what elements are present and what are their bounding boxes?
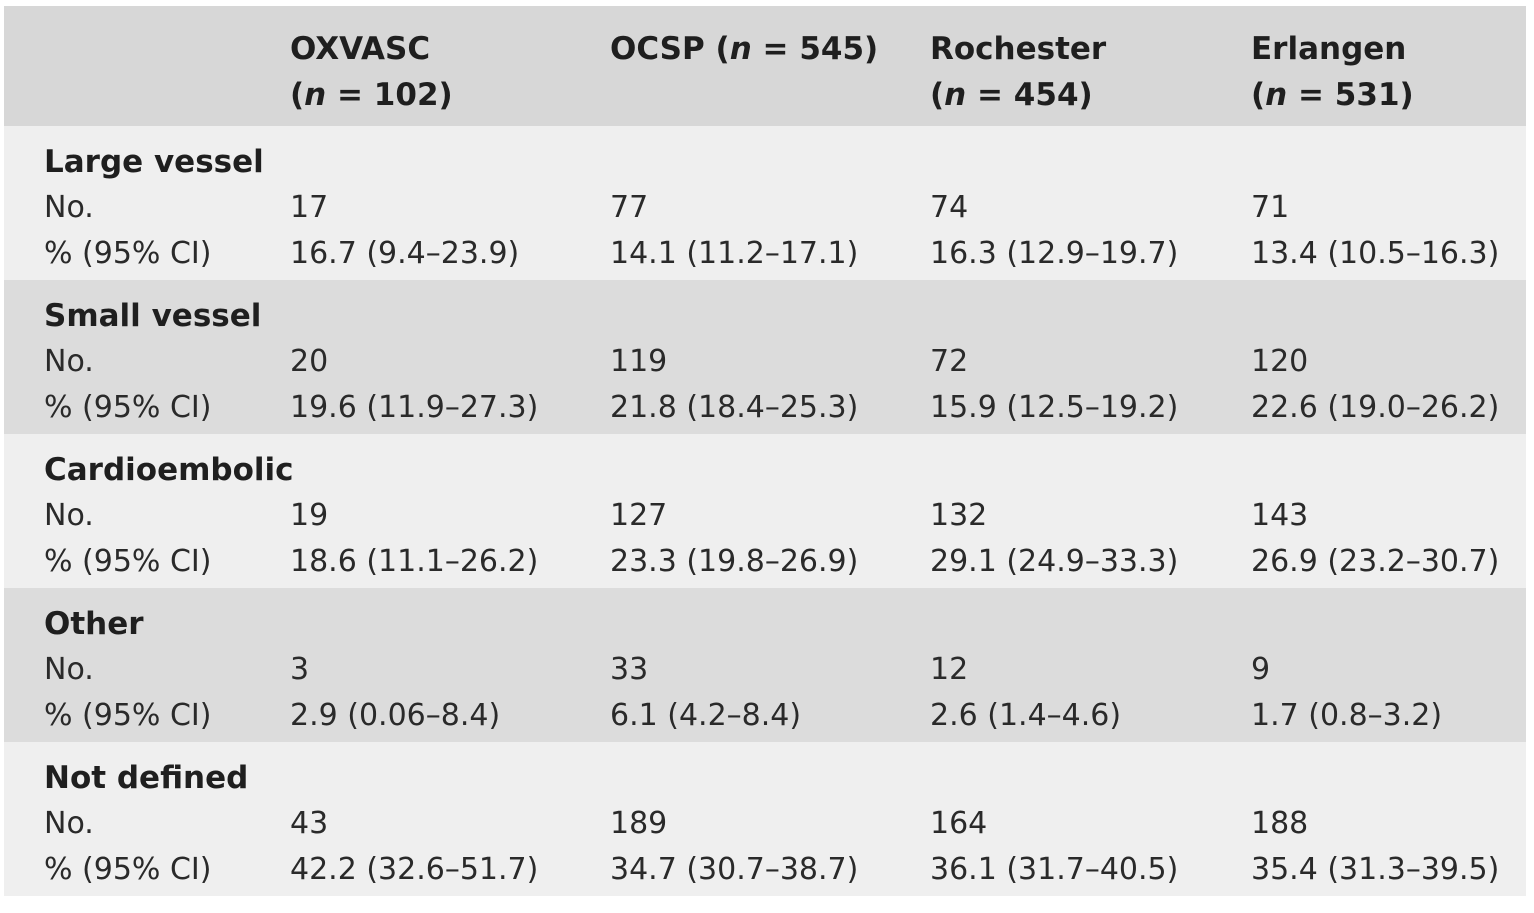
column-header-erlangen: Erlangen (n = 531) (1251, 26, 1414, 118)
row-label-percent: % (95% CI) (44, 236, 212, 271)
group-other: Other No. % (95% CI) 3 33 12 9 2.9 (0.06… (4, 588, 1526, 742)
percent-cell: 21.8 (18.4–25.3) (610, 390, 859, 425)
column-n-symbol: n (729, 31, 752, 67)
row-label-count: No. (44, 498, 94, 533)
row-label-count: No. (44, 806, 94, 841)
column-n-symbol: n (944, 77, 967, 113)
count-cell: 132 (930, 498, 988, 533)
group-title: Large vessel (44, 144, 264, 180)
column-n-value: = 454) (966, 77, 1093, 113)
percent-cell: 29.1 (24.9–33.3) (930, 544, 1179, 579)
row-label-count: No. (44, 344, 94, 379)
column-name: Erlangen (1251, 31, 1407, 67)
count-cell: 119 (610, 344, 668, 379)
percent-cell: 1.7 (0.8–3.2) (1251, 698, 1443, 733)
group-small-vessel: Small vessel No. % (95% CI) 20 119 72 12… (4, 280, 1526, 434)
group-title: Small vessel (44, 298, 262, 334)
count-cell: 71 (1251, 190, 1290, 225)
count-cell: 12 (930, 652, 969, 687)
row-label-percent: % (95% CI) (44, 544, 212, 579)
group-title: Other (44, 606, 144, 642)
column-n-value: = 545) (751, 31, 879, 67)
count-cell: 127 (610, 498, 668, 533)
column-n-symbol: n (304, 77, 327, 113)
column-name: Rochester (930, 31, 1107, 67)
column-header-oxvasc: OXVASC (n = 102) (290, 26, 453, 118)
count-cell: 74 (930, 190, 969, 225)
group-title: Not defined (44, 760, 249, 796)
group-title: Cardioembolic (44, 452, 294, 488)
row-label-count: No. (44, 652, 94, 687)
column-header-rochester: Rochester (n = 454) (930, 26, 1106, 118)
count-cell: 189 (610, 806, 668, 841)
column-n-open: ( (930, 77, 945, 113)
count-cell: 72 (930, 344, 969, 379)
percent-cell: 42.2 (32.6–51.7) (290, 852, 539, 887)
count-cell: 164 (930, 806, 988, 841)
percent-cell: 15.9 (12.5–19.2) (930, 390, 1179, 425)
count-cell: 43 (290, 806, 329, 841)
percent-cell: 23.3 (19.8–26.9) (610, 544, 859, 579)
percent-cell: 16.3 (12.9–19.7) (930, 236, 1179, 271)
row-label-percent: % (95% CI) (44, 390, 212, 425)
column-n-symbol: n (1265, 77, 1288, 113)
count-cell: 9 (1251, 652, 1271, 687)
column-n-value: = 102) (326, 77, 453, 113)
group-large-vessel: Large vessel No. % (95% CI) 17 77 74 71 … (4, 126, 1526, 280)
column-n-value: = 531) (1287, 77, 1414, 113)
count-cell: 143 (1251, 498, 1309, 533)
percent-cell: 2.6 (1.4–4.6) (930, 698, 1122, 733)
percent-cell: 26.9 (23.2–30.7) (1251, 544, 1500, 579)
percent-cell: 16.7 (9.4–23.9) (290, 236, 520, 271)
percent-cell: 36.1 (31.7–40.5) (930, 852, 1179, 887)
percent-cell: 35.4 (31.3–39.5) (1251, 852, 1500, 887)
column-name: OXVASC (290, 31, 431, 67)
group-not-defined: Not defined No. % (95% CI) 43 189 164 18… (4, 742, 1526, 896)
percent-cell: 34.7 (30.7–38.7) (610, 852, 859, 887)
percent-cell: 22.6 (19.0–26.2) (1251, 390, 1500, 425)
percent-cell: 18.6 (11.1–26.2) (290, 544, 539, 579)
count-cell: 17 (290, 190, 329, 225)
group-cardioembolic: Cardioembolic No. % (95% CI) 19 127 132 … (4, 434, 1526, 588)
count-cell: 20 (290, 344, 329, 379)
column-n-open: ( (290, 77, 305, 113)
percent-cell: 19.6 (11.9–27.3) (290, 390, 539, 425)
column-name: OCSP ( (610, 31, 730, 67)
table-header: OXVASC (n = 102) OCSP (n = 545) Rocheste… (4, 6, 1526, 126)
percent-cell: 6.1 (4.2–8.4) (610, 698, 802, 733)
percent-cell: 14.1 (11.2–17.1) (610, 236, 859, 271)
percent-cell: 2.9 (0.06–8.4) (290, 698, 501, 733)
count-cell: 3 (290, 652, 310, 687)
column-header-ocsp: OCSP (n = 545) (610, 26, 878, 72)
column-n-open: ( (1251, 77, 1266, 113)
count-cell: 120 (1251, 344, 1309, 379)
row-label-count: No. (44, 190, 94, 225)
count-cell: 33 (610, 652, 649, 687)
count-cell: 188 (1251, 806, 1309, 841)
count-cell: 77 (610, 190, 649, 225)
row-label-percent: % (95% CI) (44, 852, 212, 887)
percent-cell: 13.4 (10.5–16.3) (1251, 236, 1500, 271)
count-cell: 19 (290, 498, 329, 533)
stroke-subtype-table: OXVASC (n = 102) OCSP (n = 545) Rocheste… (4, 6, 1526, 896)
row-label-percent: % (95% CI) (44, 698, 212, 733)
